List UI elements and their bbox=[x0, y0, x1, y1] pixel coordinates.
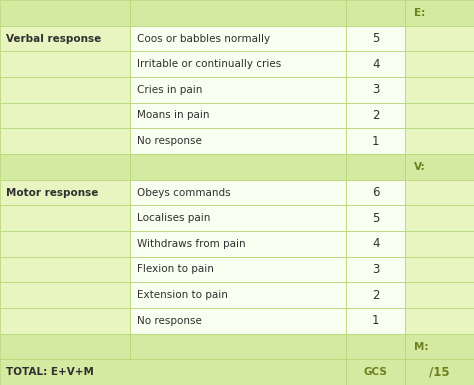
Bar bbox=[0, 205, 130, 231]
Bar bbox=[0, 334, 130, 359]
Text: Withdraws from pain: Withdraws from pain bbox=[137, 239, 246, 249]
Bar bbox=[405, 334, 474, 359]
Text: Extension to pain: Extension to pain bbox=[137, 290, 228, 300]
Bar bbox=[405, 103, 474, 128]
Bar bbox=[346, 282, 405, 308]
Bar bbox=[130, 308, 346, 334]
Bar bbox=[0, 231, 130, 257]
Bar bbox=[0, 282, 130, 308]
Bar bbox=[0, 257, 130, 282]
Bar bbox=[405, 180, 474, 205]
Bar bbox=[130, 205, 346, 231]
Text: 4: 4 bbox=[372, 237, 379, 250]
Bar bbox=[0, 359, 346, 385]
Bar bbox=[346, 359, 405, 385]
Bar bbox=[405, 359, 474, 385]
Text: Cries in pain: Cries in pain bbox=[137, 85, 203, 95]
Bar bbox=[405, 51, 474, 77]
Text: 3: 3 bbox=[372, 263, 379, 276]
Bar bbox=[405, 205, 474, 231]
Text: No response: No response bbox=[137, 316, 202, 326]
Text: Obeys commands: Obeys commands bbox=[137, 187, 231, 198]
Text: 5: 5 bbox=[372, 32, 379, 45]
Text: 6: 6 bbox=[372, 186, 379, 199]
Bar bbox=[346, 334, 405, 359]
Bar bbox=[0, 77, 130, 103]
Bar bbox=[405, 257, 474, 282]
Bar bbox=[405, 154, 474, 180]
Text: E:: E: bbox=[414, 8, 425, 18]
Bar bbox=[346, 257, 405, 282]
Text: 4: 4 bbox=[372, 58, 379, 71]
Text: 5: 5 bbox=[372, 212, 379, 225]
Text: Moans in pain: Moans in pain bbox=[137, 110, 210, 121]
Bar bbox=[130, 231, 346, 257]
Bar bbox=[0, 51, 130, 77]
Bar bbox=[0, 308, 130, 334]
Bar bbox=[346, 308, 405, 334]
Bar bbox=[0, 103, 130, 128]
Bar bbox=[346, 77, 405, 103]
Text: Coos or babbles normally: Coos or babbles normally bbox=[137, 33, 271, 44]
Text: 1: 1 bbox=[372, 314, 379, 327]
Text: 2: 2 bbox=[372, 289, 379, 302]
Bar bbox=[0, 180, 130, 205]
Text: /15: /15 bbox=[429, 366, 450, 379]
Bar bbox=[405, 26, 474, 51]
Bar bbox=[0, 128, 130, 154]
Text: Localises pain: Localises pain bbox=[137, 213, 211, 223]
Text: M:: M: bbox=[414, 341, 428, 352]
Bar bbox=[346, 0, 405, 26]
Bar bbox=[346, 205, 405, 231]
Bar bbox=[0, 154, 130, 180]
Text: No response: No response bbox=[137, 136, 202, 146]
Bar bbox=[405, 231, 474, 257]
Bar bbox=[346, 231, 405, 257]
Text: 2: 2 bbox=[372, 109, 379, 122]
Bar bbox=[130, 26, 346, 51]
Bar bbox=[130, 282, 346, 308]
Bar bbox=[405, 128, 474, 154]
Bar bbox=[130, 128, 346, 154]
Text: GCS: GCS bbox=[364, 367, 388, 377]
Bar bbox=[130, 51, 346, 77]
Bar bbox=[130, 334, 346, 359]
Bar bbox=[405, 0, 474, 26]
Bar bbox=[346, 154, 405, 180]
Bar bbox=[130, 103, 346, 128]
Text: Flexion to pain: Flexion to pain bbox=[137, 264, 214, 275]
Bar bbox=[405, 308, 474, 334]
Bar bbox=[346, 128, 405, 154]
Bar bbox=[346, 103, 405, 128]
Text: Irritable or continually cries: Irritable or continually cries bbox=[137, 59, 282, 69]
Bar bbox=[0, 0, 130, 26]
Text: Verbal response: Verbal response bbox=[6, 33, 101, 44]
Bar bbox=[0, 26, 130, 51]
Bar bbox=[130, 77, 346, 103]
Text: V:: V: bbox=[414, 162, 426, 172]
Bar bbox=[130, 180, 346, 205]
Text: Motor response: Motor response bbox=[6, 187, 98, 198]
Bar bbox=[130, 0, 346, 26]
Bar bbox=[346, 26, 405, 51]
Text: 3: 3 bbox=[372, 83, 379, 96]
Bar bbox=[405, 77, 474, 103]
Text: 1: 1 bbox=[372, 135, 379, 148]
Bar bbox=[130, 154, 346, 180]
Bar bbox=[346, 51, 405, 77]
Bar bbox=[405, 282, 474, 308]
Bar bbox=[130, 257, 346, 282]
Text: TOTAL: E+V+M: TOTAL: E+V+M bbox=[6, 367, 93, 377]
Bar bbox=[346, 180, 405, 205]
